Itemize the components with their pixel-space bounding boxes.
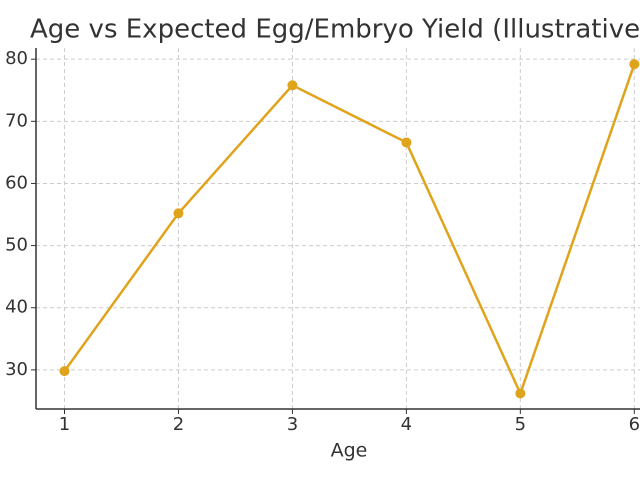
point [629, 59, 640, 70]
point [401, 137, 412, 148]
line [63, 63, 636, 397]
x-axis-label: Age [331, 440, 368, 462]
point [287, 80, 298, 91]
y-tick-label: 70 [5, 110, 28, 131]
x-tick-label: 2 [173, 414, 184, 435]
y-tick-label: 30 [5, 359, 28, 380]
x-tick-label: 1 [59, 414, 70, 435]
y-tick-label: 80 [5, 48, 28, 69]
point [59, 366, 70, 377]
x-tick-label: 6 [629, 414, 640, 435]
x-tick-label: 3 [287, 414, 298, 435]
x-tick-label: 4 [401, 414, 412, 435]
y-tick-label: 50 [5, 235, 28, 256]
point [515, 388, 526, 399]
y-tick-label: 60 [5, 172, 28, 193]
point [173, 208, 184, 219]
chart-title: Age vs Expected Egg/Embryo Yield (Illust… [30, 15, 640, 45]
y-tick-label: 40 [5, 297, 28, 318]
x-tick-label: 5 [515, 414, 526, 435]
